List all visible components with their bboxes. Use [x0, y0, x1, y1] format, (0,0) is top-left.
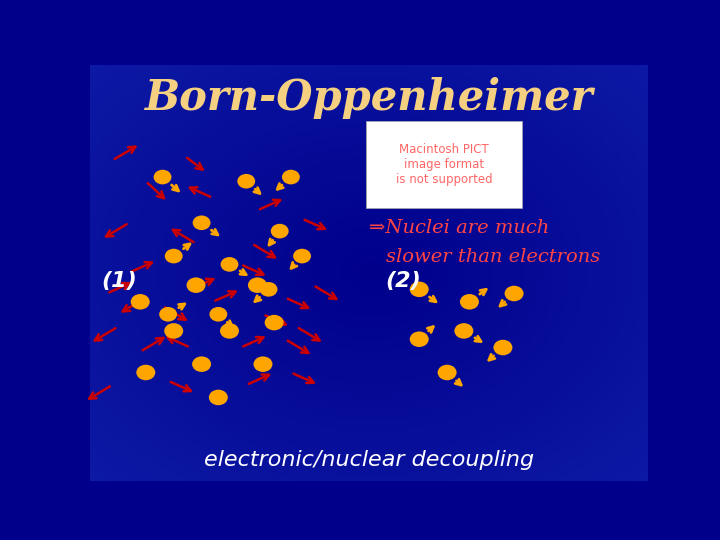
Ellipse shape	[505, 286, 523, 301]
Ellipse shape	[253, 356, 272, 372]
Ellipse shape	[248, 278, 267, 293]
Ellipse shape	[165, 249, 183, 264]
Ellipse shape	[260, 282, 277, 296]
Text: ⇒Nuclei are much: ⇒Nuclei are much	[369, 219, 549, 237]
Text: Macintosh PICT
image format
is not supported: Macintosh PICT image format is not suppo…	[396, 143, 492, 186]
Ellipse shape	[410, 332, 428, 347]
FancyBboxPatch shape	[366, 121, 523, 208]
Ellipse shape	[186, 278, 205, 293]
Ellipse shape	[282, 170, 300, 184]
Ellipse shape	[265, 315, 284, 330]
Text: (1): (1)	[101, 271, 137, 291]
Text: slower than electrons: slower than electrons	[386, 248, 600, 266]
Ellipse shape	[136, 364, 156, 380]
Ellipse shape	[131, 294, 150, 309]
Ellipse shape	[193, 215, 210, 230]
Ellipse shape	[220, 323, 239, 339]
Ellipse shape	[410, 281, 428, 297]
Ellipse shape	[438, 364, 456, 380]
Ellipse shape	[238, 174, 255, 188]
Ellipse shape	[493, 340, 513, 355]
Ellipse shape	[159, 307, 177, 322]
Ellipse shape	[192, 356, 211, 372]
Ellipse shape	[210, 307, 228, 322]
Text: (2): (2)	[386, 271, 421, 291]
Ellipse shape	[454, 323, 473, 339]
Ellipse shape	[153, 170, 171, 184]
Text: electronic/nuclear decoupling: electronic/nuclear decoupling	[204, 450, 534, 470]
Ellipse shape	[293, 249, 311, 264]
Ellipse shape	[209, 390, 228, 405]
Ellipse shape	[271, 224, 289, 239]
Ellipse shape	[164, 323, 183, 339]
Text: Born-Oppenheimer: Born-Oppenheimer	[145, 77, 593, 119]
Ellipse shape	[460, 294, 479, 309]
Ellipse shape	[220, 257, 238, 272]
